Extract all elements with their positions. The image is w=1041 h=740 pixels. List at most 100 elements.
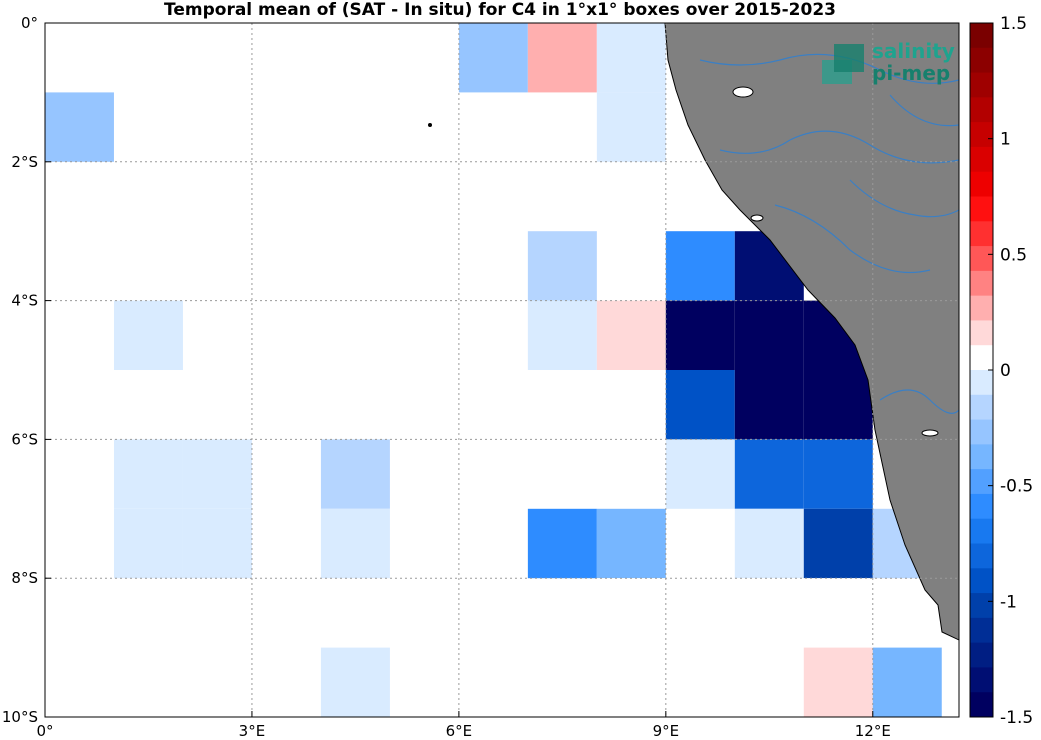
anomaly-cell: [665, 300, 735, 370]
anomaly-cell: [45, 92, 114, 162]
anomaly-cell: [803, 647, 873, 717]
island-marker: [428, 123, 432, 127]
river-cuanza: [879, 389, 959, 414]
anomaly-cell: [596, 23, 666, 93]
colorbar-tick-label: -1.5: [1000, 708, 1033, 728]
logo-emblem: [822, 44, 864, 84]
colorbar-segment: [970, 295, 993, 321]
anomaly-cell: [320, 508, 390, 579]
colorbar-segment: [970, 493, 993, 520]
colorbar-segment: [970, 543, 993, 569]
anomaly-cell: [596, 92, 666, 162]
anomaly-cell: [458, 23, 528, 93]
colorbar-tick-label: 0.5: [1000, 245, 1027, 265]
y-tick-label: 0°: [21, 14, 38, 32]
anomaly-cell: [320, 231, 390, 301]
anomaly-cell: [596, 508, 666, 579]
anomaly-cell: [182, 439, 252, 509]
colorbar-segment: [970, 419, 993, 445]
x-axis-ticks: 0° 3°E 6°E 9°E 12°E: [36, 711, 891, 740]
y-tick-label: 10°S: [2, 708, 38, 726]
x-tick-label: 9°E: [653, 722, 680, 740]
colorbar-segment: [970, 146, 993, 173]
anomaly-cell: [803, 370, 873, 440]
colorbar-segment: [970, 345, 993, 371]
anomaly-cell: [734, 508, 804, 579]
anomaly-cell: [389, 300, 459, 370]
anomaly-cell: [665, 439, 735, 509]
colorbar-segment: [970, 568, 993, 594]
anomaly-cell: [527, 508, 597, 579]
africa-coast-land: [664, 23, 959, 641]
salinity-pi-mep-logo: salinity pi-mep: [822, 39, 955, 85]
bay-white: [732, 86, 754, 98]
river-kasai: [849, 179, 959, 218]
anomaly-cell: [596, 578, 666, 648]
colorbar-segment: [970, 122, 993, 148]
anomaly-cell: [45, 23, 114, 93]
colorbar-segment: [970, 246, 993, 272]
colorbar-tick-label: -1: [1000, 592, 1017, 612]
anomaly-cell: [665, 578, 735, 648]
anomaly-cell: [734, 300, 804, 370]
map-frame: [44, 22, 960, 718]
logo-line2: pi-mep: [872, 61, 950, 85]
river-north: [699, 53, 959, 84]
anomaly-cell: [527, 23, 597, 93]
logo-line1: salinity: [872, 39, 955, 63]
y-tick-label: 8°S: [11, 569, 38, 587]
x-tick-label: 6°E: [446, 722, 473, 740]
colorbar-segment: [970, 196, 993, 222]
colorbar-segment: [970, 97, 993, 123]
river-east: [889, 94, 959, 127]
colorbar-tick-label: 0: [1000, 361, 1011, 381]
anomaly-cell: [320, 439, 390, 509]
lagoon-white: [750, 214, 764, 222]
anomaly-cell: [389, 231, 459, 301]
anomaly-cell: [665, 370, 735, 440]
colorbar-segment: [970, 593, 993, 619]
colorbar: [970, 23, 993, 718]
anomaly-cell: [803, 439, 873, 509]
anomaly-cell: [182, 508, 252, 579]
map-title: Temporal mean of (SAT - In situ) for C4 …: [164, 0, 836, 20]
colorbar-segment: [970, 394, 993, 421]
anomaly-cell: [113, 439, 183, 509]
colorbar-tick-label: 1.5: [1000, 14, 1027, 34]
colorbar-segment: [970, 469, 993, 495]
land-layer: [428, 23, 959, 641]
anomaly-cell: [734, 578, 804, 648]
anomaly-cell: [113, 508, 183, 579]
colorbar-tick-label: -0.5: [1000, 477, 1033, 497]
y-axis-ticks: 0° 2°S 4°S 6°S 8°S 10°S: [2, 14, 51, 726]
river-kwilu: [774, 204, 931, 274]
anomaly-cell: [320, 23, 390, 93]
anomaly-cell: [527, 231, 597, 301]
anomaly-cell: [389, 370, 459, 440]
anomaly-cell: [734, 439, 804, 509]
graticule: [45, 23, 959, 717]
anomaly-cell: [803, 508, 873, 579]
y-tick-label: 2°S: [11, 153, 38, 171]
colorbar-segment: [970, 370, 993, 396]
colorbar-segment: [970, 692, 993, 718]
colorbar-segment: [970, 270, 993, 297]
anomaly-cell: [665, 231, 735, 301]
colorbar-segment: [970, 171, 993, 197]
colorbar-segment: [970, 667, 993, 693]
colorbar-segment: [970, 221, 993, 247]
colorbar-segment: [970, 518, 993, 544]
anomaly-cell: [596, 300, 666, 370]
y-tick-label: 6°S: [11, 430, 38, 448]
x-tick-label: 12°E: [855, 722, 891, 740]
colorbar-segment: [970, 320, 993, 346]
anomaly-cell: [45, 231, 114, 301]
river-congo: [719, 130, 959, 164]
estuary-white: [921, 429, 939, 437]
anomaly-cell: [458, 161, 528, 232]
anomaly-cell: [113, 300, 183, 370]
anomaly-cell: [182, 92, 252, 162]
anomaly-cell: [872, 647, 942, 717]
anomaly-cell: [458, 300, 528, 370]
